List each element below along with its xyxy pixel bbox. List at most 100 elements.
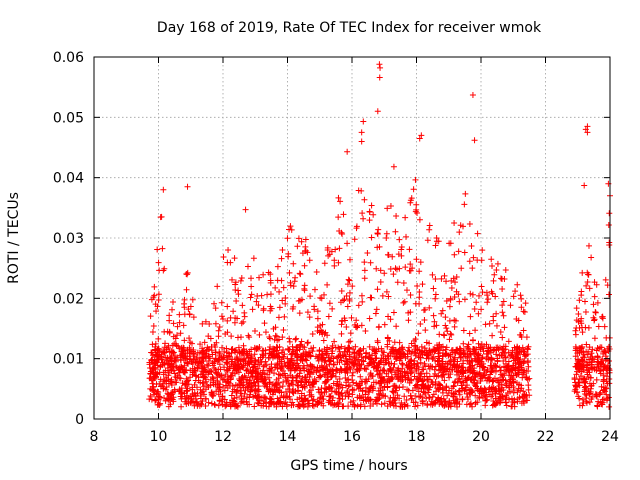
data-point — [229, 369, 236, 376]
data-point — [158, 356, 165, 363]
data-point — [176, 311, 183, 318]
data-point — [223, 359, 230, 366]
data-point — [479, 289, 486, 296]
data-point — [211, 300, 218, 307]
data-point — [493, 310, 500, 317]
data-point — [369, 387, 376, 394]
data-point — [595, 323, 602, 330]
data-point — [270, 325, 277, 332]
data-point — [176, 374, 183, 381]
data-point — [605, 394, 612, 401]
data-point — [362, 353, 369, 360]
data-point — [407, 199, 414, 206]
data-point — [582, 309, 589, 316]
data-point — [420, 376, 427, 383]
data-point — [178, 403, 185, 410]
data-point — [304, 362, 311, 369]
data-point — [439, 307, 446, 314]
data-point — [517, 292, 524, 299]
data-point — [476, 393, 483, 400]
data-point — [295, 235, 302, 242]
data-point — [390, 163, 397, 170]
data-point — [339, 317, 346, 324]
data-point — [285, 380, 292, 387]
data-point — [342, 369, 349, 376]
data-point — [379, 367, 386, 374]
data-point — [377, 384, 384, 391]
data-point — [350, 362, 357, 369]
data-point — [347, 356, 354, 363]
data-point — [487, 349, 494, 356]
data-point — [417, 393, 424, 400]
data-point — [584, 371, 591, 378]
data-point — [336, 345, 343, 352]
data-point — [334, 378, 341, 385]
data-point — [467, 400, 474, 407]
data-point — [381, 321, 388, 328]
data-point — [411, 362, 418, 369]
data-point — [319, 355, 326, 362]
data-point — [247, 391, 254, 398]
data-point — [419, 400, 426, 407]
data-point — [447, 330, 454, 337]
data-point — [267, 365, 274, 372]
data-point — [337, 299, 344, 306]
data-point — [396, 353, 403, 360]
data-point — [498, 352, 505, 359]
data-point — [515, 369, 522, 376]
data-point — [366, 209, 373, 216]
data-point — [260, 394, 267, 401]
data-point — [436, 361, 443, 368]
data-point — [280, 284, 287, 291]
data-point — [374, 230, 381, 237]
data-point — [294, 372, 301, 379]
data-point — [519, 344, 526, 351]
data-point — [485, 344, 492, 351]
data-point — [320, 402, 327, 409]
data-point — [279, 334, 286, 341]
data-point — [231, 347, 238, 354]
data-point — [417, 259, 424, 266]
data-point — [248, 386, 255, 393]
data-point — [183, 286, 190, 293]
data-point — [183, 381, 190, 388]
data-point — [184, 269, 191, 276]
data-point — [198, 368, 205, 375]
data-point — [199, 355, 206, 362]
data-point — [306, 389, 313, 396]
data-point — [181, 311, 188, 318]
data-point — [258, 402, 265, 409]
data-point — [458, 382, 465, 389]
data-point — [156, 267, 163, 274]
data-point — [451, 294, 458, 301]
data-point — [589, 365, 596, 372]
data-point — [593, 376, 600, 383]
data-point — [162, 340, 169, 347]
data-point — [152, 347, 159, 354]
data-point — [486, 320, 493, 327]
data-point — [345, 276, 352, 283]
data-point — [197, 341, 204, 348]
data-point — [368, 373, 375, 380]
data-point — [296, 270, 303, 277]
data-point — [304, 352, 311, 359]
data-point — [331, 262, 338, 269]
data-point — [425, 355, 432, 362]
data-point — [240, 376, 247, 383]
data-point — [220, 383, 227, 390]
data-point — [373, 265, 380, 272]
data-point — [152, 301, 159, 308]
data-point — [301, 384, 308, 391]
data-point — [514, 355, 521, 362]
data-point — [160, 385, 167, 392]
data-point — [307, 370, 314, 377]
data-point — [351, 361, 358, 368]
data-point — [174, 332, 181, 339]
data-point — [397, 378, 404, 385]
data-point — [256, 274, 263, 281]
data-point — [376, 61, 383, 68]
data-point — [337, 365, 344, 372]
data-point — [251, 351, 258, 358]
data-point — [408, 357, 415, 364]
data-point — [227, 376, 234, 383]
